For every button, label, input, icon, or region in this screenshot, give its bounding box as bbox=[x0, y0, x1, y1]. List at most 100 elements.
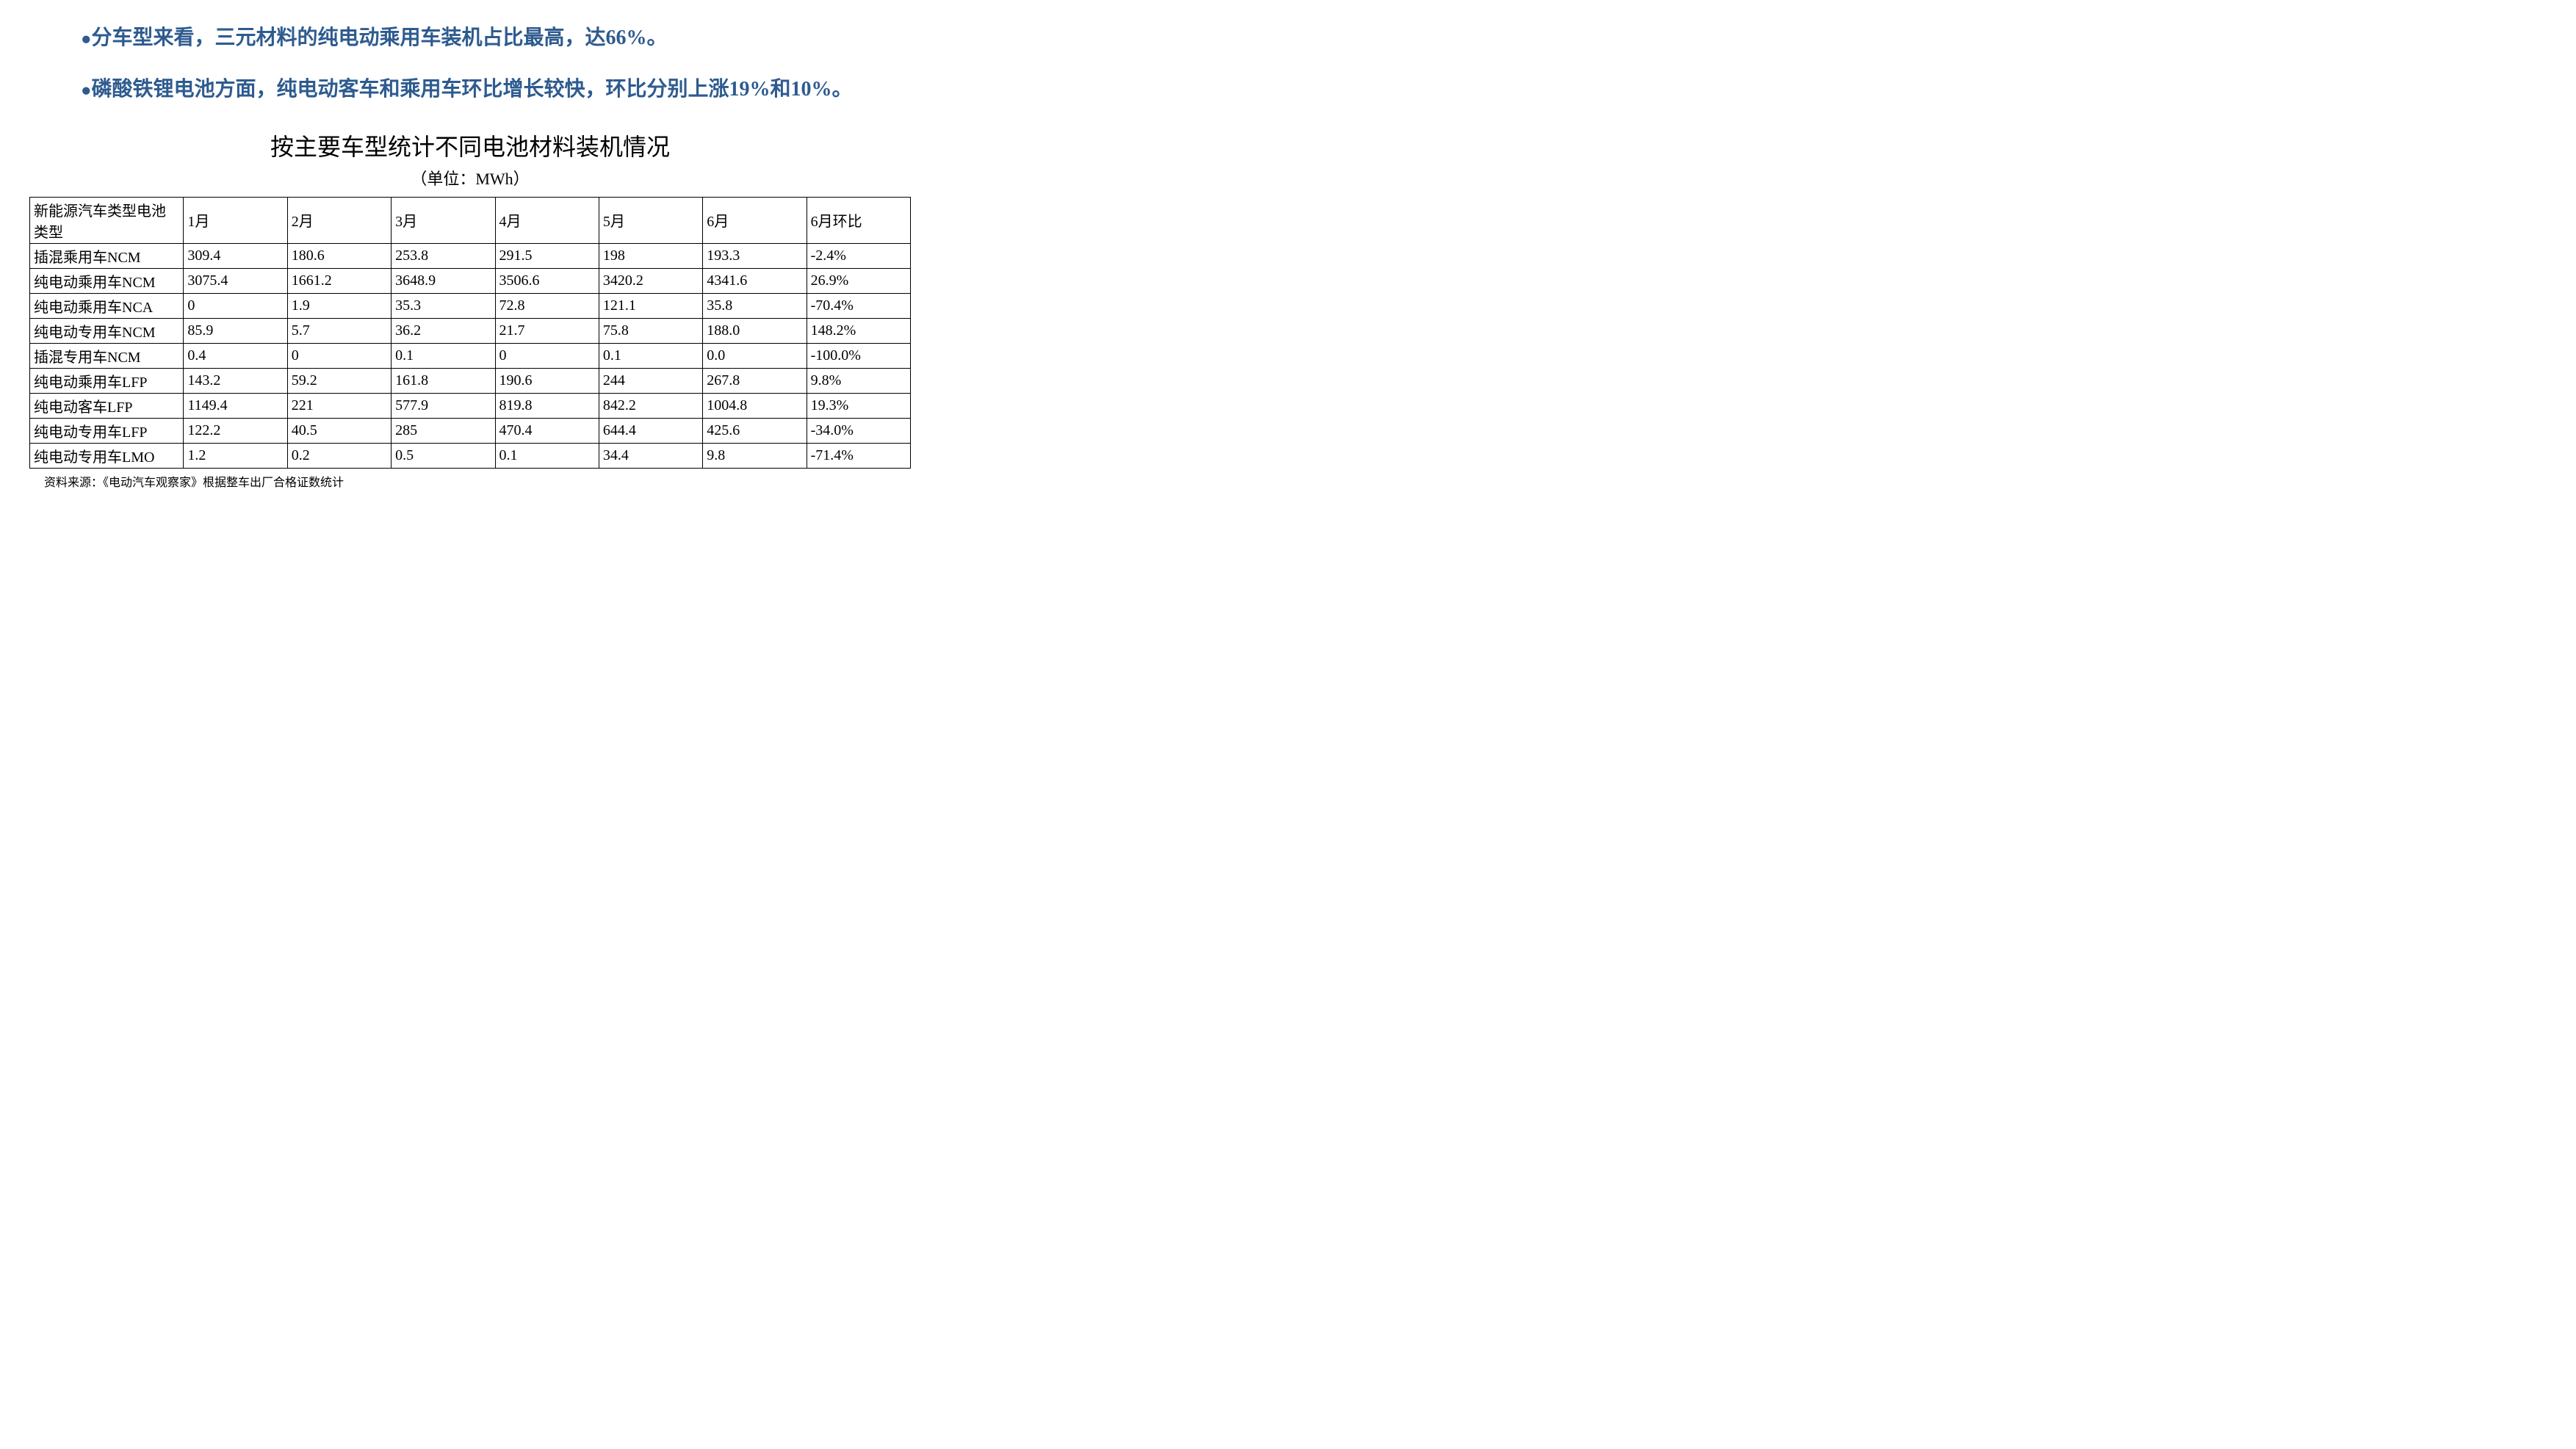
table-header-cell: 6月 bbox=[703, 197, 807, 243]
table-cell: 纯电动专用车LMO bbox=[30, 443, 184, 468]
bullet-text-2: 磷酸铁锂电池方面，纯电动客车和乘用车环比增长较快，环比分别上涨19%和10%。 bbox=[92, 78, 853, 101]
table-cell: 122.2 bbox=[184, 418, 287, 443]
table-row: 纯电动乘用车NCM3075.41661.23648.93506.63420.24… bbox=[30, 268, 911, 293]
table-cell: 纯电动乘用车NCA bbox=[30, 293, 184, 318]
table-cell: -2.4% bbox=[807, 243, 910, 268]
table-cell: 1149.4 bbox=[184, 393, 287, 418]
table-cell: 40.5 bbox=[287, 418, 391, 443]
table-cell: 85.9 bbox=[184, 318, 287, 343]
table-cell: 75.8 bbox=[599, 318, 702, 343]
table-cell: 0.1 bbox=[599, 343, 702, 368]
table-cell: 842.2 bbox=[599, 393, 702, 418]
table-cell: 26.9% bbox=[807, 268, 910, 293]
table-cell: 纯电动乘用车LFP bbox=[30, 368, 184, 393]
table-cell: 35.8 bbox=[703, 293, 807, 318]
source-note: 资料来源：《电动汽车观察家》根据整车出厂合格证数统计 bbox=[29, 472, 911, 490]
table-cell: 188.0 bbox=[703, 318, 807, 343]
table-cell: 3648.9 bbox=[392, 268, 495, 293]
table-cell: 1.2 bbox=[184, 443, 287, 468]
table-cell: 9.8 bbox=[703, 443, 807, 468]
table-cell: 5.7 bbox=[287, 318, 391, 343]
table-cell: 19.3% bbox=[807, 393, 910, 418]
bullet-item-2: ●磷酸铁锂电池方面，纯电动客车和乘用车环比增长较快，环比分别上涨19%和10%。 bbox=[81, 73, 867, 106]
table-cell: 285 bbox=[392, 418, 495, 443]
table-cell: 161.8 bbox=[392, 368, 495, 393]
table-cell: 3420.2 bbox=[599, 268, 702, 293]
table-cell: 190.6 bbox=[495, 368, 599, 393]
table-cell: 180.6 bbox=[287, 243, 391, 268]
table-row: 纯电动专用车NCM85.95.736.221.775.8188.0148.2% bbox=[30, 318, 911, 343]
bullet-marker-icon: ● bbox=[81, 29, 92, 48]
table-cell: 34.4 bbox=[599, 443, 702, 468]
table-row: 纯电动乘用车NCA01.935.372.8121.135.8-70.4% bbox=[30, 293, 911, 318]
table-cell: 4341.6 bbox=[703, 268, 807, 293]
table-cell: 221 bbox=[287, 393, 391, 418]
table-cell: 148.2% bbox=[807, 318, 910, 343]
table-header-cell: 4月 bbox=[495, 197, 599, 243]
table-cell: 0.4 bbox=[184, 343, 287, 368]
bullet-item-1: ●分车型来看，三元材料的纯电动乘用车装机占比最高，达66%。 bbox=[81, 22, 867, 55]
table-cell: 0.1 bbox=[392, 343, 495, 368]
table-cell: 0.5 bbox=[392, 443, 495, 468]
table-header-cell: 3月 bbox=[392, 197, 495, 243]
table-cell: 309.4 bbox=[184, 243, 287, 268]
table-cell: -34.0% bbox=[807, 418, 910, 443]
table-cell: 纯电动客车LFP bbox=[30, 393, 184, 418]
table-row: 纯电动专用车LFP122.240.5285470.4644.4425.6-34.… bbox=[30, 418, 911, 443]
table-cell: 0.1 bbox=[495, 443, 599, 468]
table-cell: -71.4% bbox=[807, 443, 910, 468]
table-cell: -70.4% bbox=[807, 293, 910, 318]
table-cell: 59.2 bbox=[287, 368, 391, 393]
table-cell: 244 bbox=[599, 368, 702, 393]
table-cell: 819.8 bbox=[495, 393, 599, 418]
table-header-cell: 1月 bbox=[184, 197, 287, 243]
table-header-cell: 5月 bbox=[599, 197, 702, 243]
table-cell: 0 bbox=[287, 343, 391, 368]
table-row: 插混专用车NCM0.400.100.10.0-100.0% bbox=[30, 343, 911, 368]
bullet-list: ●分车型来看，三元材料的纯电动乘用车装机占比最高，达66%。 ●磷酸铁锂电池方面… bbox=[29, 22, 911, 106]
table-cell: 36.2 bbox=[392, 318, 495, 343]
table-cell: 72.8 bbox=[495, 293, 599, 318]
table-cell: 577.9 bbox=[392, 393, 495, 418]
bullet-text-1: 分车型来看，三元材料的纯电动乘用车装机占比最高，达66%。 bbox=[92, 26, 668, 49]
data-table: 新能源汽车类型电池类型 1月 2月 3月 4月 5月 6月 6月环比 插混乘用车… bbox=[29, 197, 911, 469]
table-header-cell: 6月环比 bbox=[807, 197, 910, 243]
table-cell: 644.4 bbox=[599, 418, 702, 443]
table-cell: 35.3 bbox=[392, 293, 495, 318]
table-cell: 291.5 bbox=[495, 243, 599, 268]
table-row: 纯电动专用车LMO1.20.20.50.134.49.8-71.4% bbox=[30, 443, 911, 468]
table-cell: 1004.8 bbox=[703, 393, 807, 418]
table-cell: 470.4 bbox=[495, 418, 599, 443]
table-row: 纯电动客车LFP1149.4221577.9819.8842.21004.819… bbox=[30, 393, 911, 418]
table-cell: 纯电动专用车NCM bbox=[30, 318, 184, 343]
table-cell: 253.8 bbox=[392, 243, 495, 268]
table-title: 按主要车型统计不同电池材料装机情况 bbox=[29, 129, 911, 162]
table-cell: 3075.4 bbox=[184, 268, 287, 293]
table-cell: 1661.2 bbox=[287, 268, 391, 293]
table-cell: 纯电动乘用车NCM bbox=[30, 268, 184, 293]
table-cell: 121.1 bbox=[599, 293, 702, 318]
table-cell: 0 bbox=[495, 343, 599, 368]
table-cell: 3506.6 bbox=[495, 268, 599, 293]
table-cell: 0 bbox=[184, 293, 287, 318]
table-cell: 9.8% bbox=[807, 368, 910, 393]
table-cell: 198 bbox=[599, 243, 702, 268]
table-cell: 193.3 bbox=[703, 243, 807, 268]
table-cell: 143.2 bbox=[184, 368, 287, 393]
table-cell: 纯电动专用车LFP bbox=[30, 418, 184, 443]
table-cell: 插混专用车NCM bbox=[30, 343, 184, 368]
table-row: 插混乘用车NCM309.4180.6253.8291.5198193.3-2.4… bbox=[30, 243, 911, 268]
table-header-cell: 新能源汽车类型电池类型 bbox=[30, 197, 184, 243]
table-header-cell: 2月 bbox=[287, 197, 391, 243]
table-cell: 21.7 bbox=[495, 318, 599, 343]
table-unit: （单位：MWh） bbox=[29, 166, 911, 189]
table-cell: 插混乘用车NCM bbox=[30, 243, 184, 268]
table-header-row: 新能源汽车类型电池类型 1月 2月 3月 4月 5月 6月 6月环比 bbox=[30, 197, 911, 243]
table-cell: 0.0 bbox=[703, 343, 807, 368]
table-body: 插混乘用车NCM309.4180.6253.8291.5198193.3-2.4… bbox=[30, 243, 911, 468]
bullet-marker-icon: ● bbox=[81, 81, 92, 100]
table-cell: -100.0% bbox=[807, 343, 910, 368]
table-cell: 1.9 bbox=[287, 293, 391, 318]
table-cell: 0.2 bbox=[287, 443, 391, 468]
table-cell: 267.8 bbox=[703, 368, 807, 393]
